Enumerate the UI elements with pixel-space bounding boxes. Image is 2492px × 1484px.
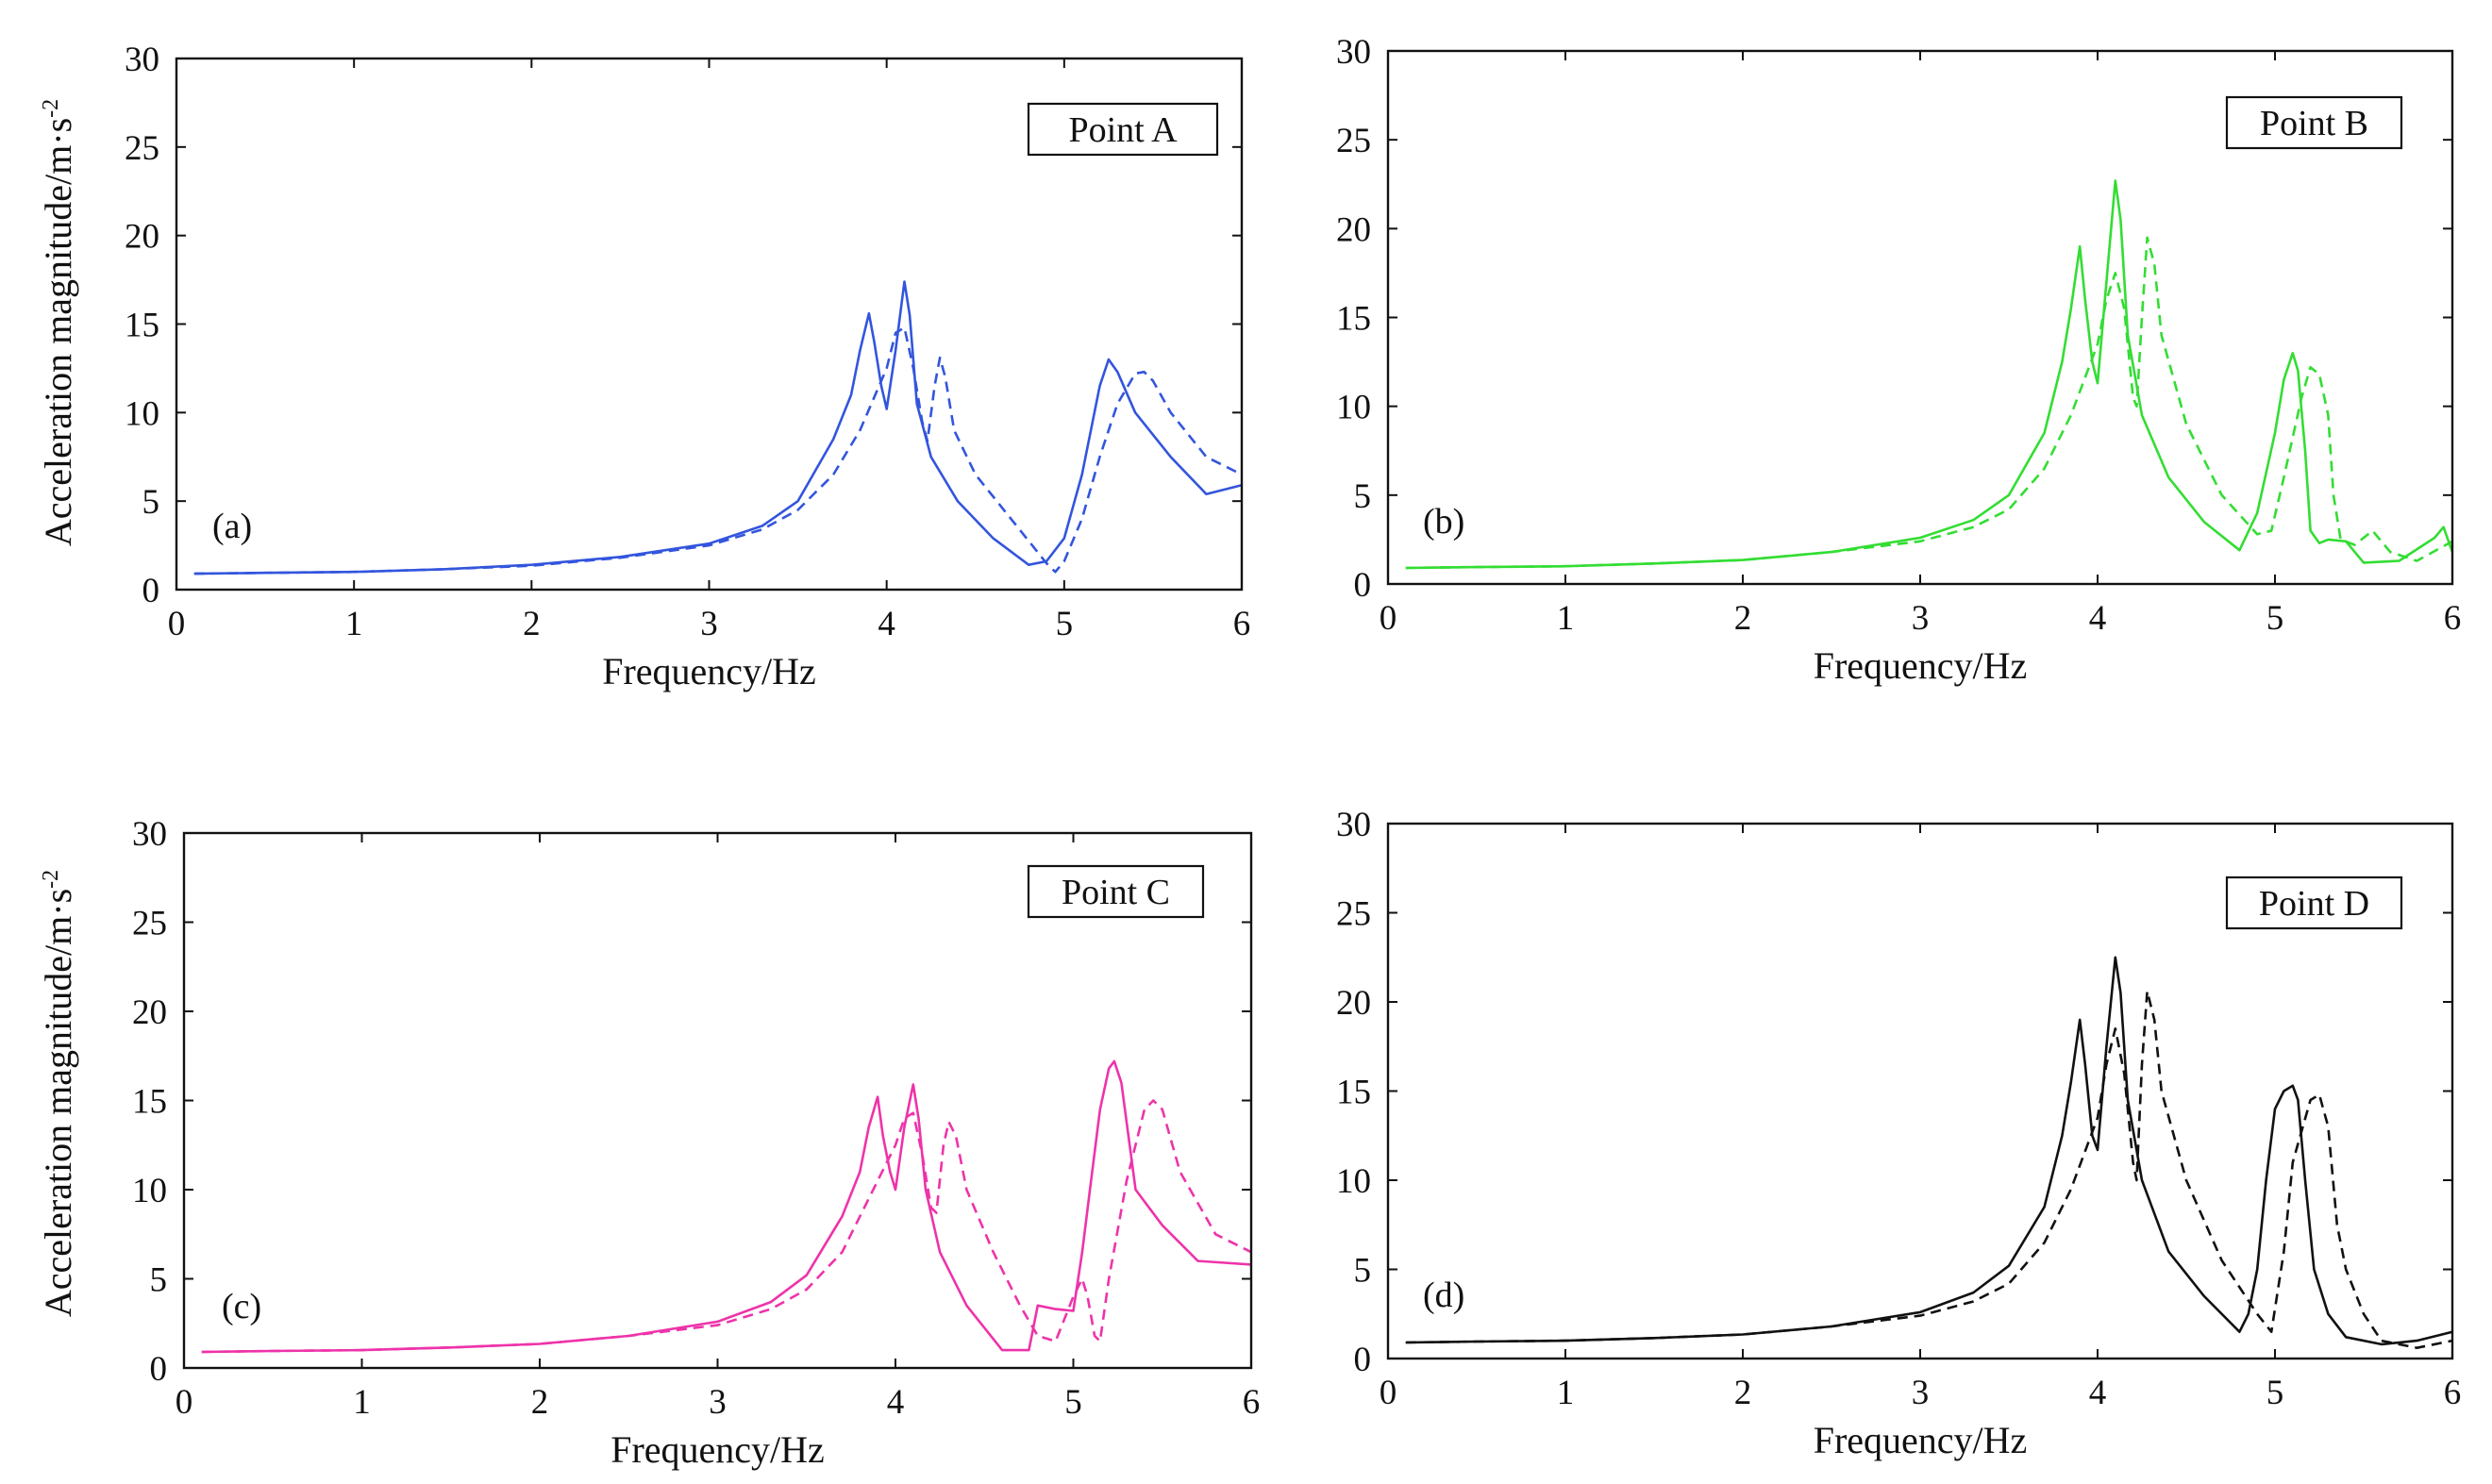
- y-tick-label: 15: [1336, 1074, 1371, 1112]
- x-axis-label: Frequency/Hz: [610, 1428, 825, 1471]
- series-line-dashed: [193, 325, 1243, 575]
- x-tick-label: 1: [1557, 599, 1575, 638]
- x-tick-label: 2: [523, 605, 541, 643]
- ylabel-bottom-left: Acceleration magnitude/m·s-2: [37, 870, 79, 1317]
- y-tick-label: 30: [125, 41, 159, 79]
- x-tick-label: 0: [1380, 1374, 1397, 1412]
- x-tick-label: 3: [709, 1383, 727, 1422]
- legend-box: [1027, 102, 1219, 157]
- x-tick-label: 1: [345, 605, 363, 643]
- chart-panel-3: 0 1 2 3 4 5 6 0 5 10 15 20 25 30 Frequency/Hz Point C (c…: [132, 815, 1260, 1471]
- x-tick-label: 1: [1557, 1374, 1575, 1412]
- y-tick-label: 25: [125, 129, 159, 168]
- series-line-dashed: [201, 1099, 1252, 1354]
- y-tick-label: 15: [1336, 300, 1371, 339]
- x-axis-label: Frequency/Hz: [1814, 1419, 2028, 1461]
- x-tick-label: 4: [887, 1383, 905, 1422]
- y-tick-label: 25: [1336, 895, 1371, 934]
- y-tick-label: 10: [1336, 389, 1371, 427]
- y-tick-label: 20: [1336, 984, 1371, 1023]
- x-tick-label: 6: [1233, 605, 1251, 643]
- legend-title: Point A: [1068, 110, 1178, 150]
- x-tick-label: 2: [1734, 599, 1752, 638]
- y-tick-label: 5: [150, 1261, 168, 1300]
- y-tick-label: 20: [125, 218, 159, 257]
- x-tick-label: 0: [168, 605, 186, 643]
- panel-label: (c): [222, 1287, 261, 1326]
- y-tick-label: 20: [132, 993, 167, 1032]
- x-axis-label: Frequency/Hz: [1814, 644, 2028, 687]
- x-tick-label: 5: [1064, 1383, 1082, 1422]
- y-tick-label: 25: [132, 905, 167, 943]
- y-tick-label: 5: [1354, 1252, 1372, 1291]
- series-line-dashed: [1405, 990, 2453, 1349]
- series-line-solid: [201, 1059, 1252, 1354]
- y-tick-label: 10: [1336, 1162, 1371, 1201]
- legend-box: [2225, 95, 2403, 150]
- x-tick-label: 0: [176, 1383, 193, 1422]
- legend-title: Point B: [2260, 104, 2368, 143]
- x-tick-label: 6: [2444, 599, 2462, 638]
- legend-title: Point D: [2259, 884, 2369, 924]
- y-tick-label: 5: [142, 483, 160, 522]
- x-tick-label: 0: [1380, 599, 1397, 638]
- y-tick-label: 15: [132, 1083, 167, 1122]
- y-tick-label: 30: [1336, 33, 1371, 72]
- x-tick-label: 4: [2089, 1374, 2107, 1412]
- x-tick-label: 1: [353, 1383, 371, 1422]
- x-tick-label: 2: [1734, 1374, 1752, 1412]
- y-tick-label: 30: [1336, 806, 1371, 844]
- x-tick-label: 5: [1056, 605, 1074, 643]
- series-line-solid: [1405, 956, 2453, 1346]
- x-tick-label: 3: [1912, 599, 1930, 638]
- y-tick-label: 0: [150, 1350, 168, 1389]
- panel-label: (a): [212, 507, 252, 546]
- x-tick-label: 6: [1243, 1383, 1261, 1422]
- x-tick-label: 6: [2444, 1374, 2462, 1412]
- chart-panel-1: 0 1 2 3 4 5 6 0 5 10 15 20 25 30 Frequency/Hz Point A (a…: [125, 41, 1250, 692]
- x-tick-label: 3: [1912, 1374, 1930, 1412]
- y-tick-label: 20: [1336, 210, 1371, 249]
- y-tick-label: 25: [1336, 122, 1371, 160]
- y-tick-label: 15: [125, 307, 159, 345]
- y-tick-label: 10: [132, 1172, 167, 1210]
- legend-box: [2225, 875, 2403, 930]
- y-tick-label: 0: [1354, 566, 1372, 605]
- series-line-solid: [1405, 179, 2454, 570]
- ylabel-top-left: Acceleration magnitude/m·s-2: [37, 99, 79, 546]
- series-line-solid: [193, 280, 1243, 575]
- x-tick-label: 3: [700, 605, 718, 643]
- y-tick-label: 0: [1354, 1341, 1372, 1379]
- x-tick-label: 5: [2266, 1374, 2284, 1412]
- y-tick-label: 30: [132, 815, 167, 854]
- y-tick-label: 0: [142, 572, 160, 610]
- x-tick-label: 2: [531, 1383, 549, 1422]
- x-tick-label: 4: [2089, 599, 2107, 638]
- panel-label: (d): [1423, 1276, 1464, 1315]
- x-axis-label: Frequency/Hz: [602, 650, 816, 692]
- y-tick-label: 10: [125, 394, 159, 433]
- y-tick-label: 5: [1354, 477, 1372, 516]
- chart-panel-4: 0 1 2 3 4 5 6 0 5 10 15 20 25 30 Frequency/Hz Point D (d…: [1336, 806, 2461, 1461]
- series-line-dashed: [1405, 236, 2453, 570]
- legend-box: [1027, 864, 1205, 919]
- panel-label: (b): [1423, 502, 1464, 542]
- legend-title: Point C: [1062, 873, 1170, 912]
- x-tick-label: 5: [2266, 599, 2284, 638]
- chart-panel-2: 0 1 2 3 4 5 6 0 5 10 15 20 25 30 Frequency/Hz Point B (b…: [1336, 33, 2461, 687]
- x-tick-label: 4: [878, 605, 895, 643]
